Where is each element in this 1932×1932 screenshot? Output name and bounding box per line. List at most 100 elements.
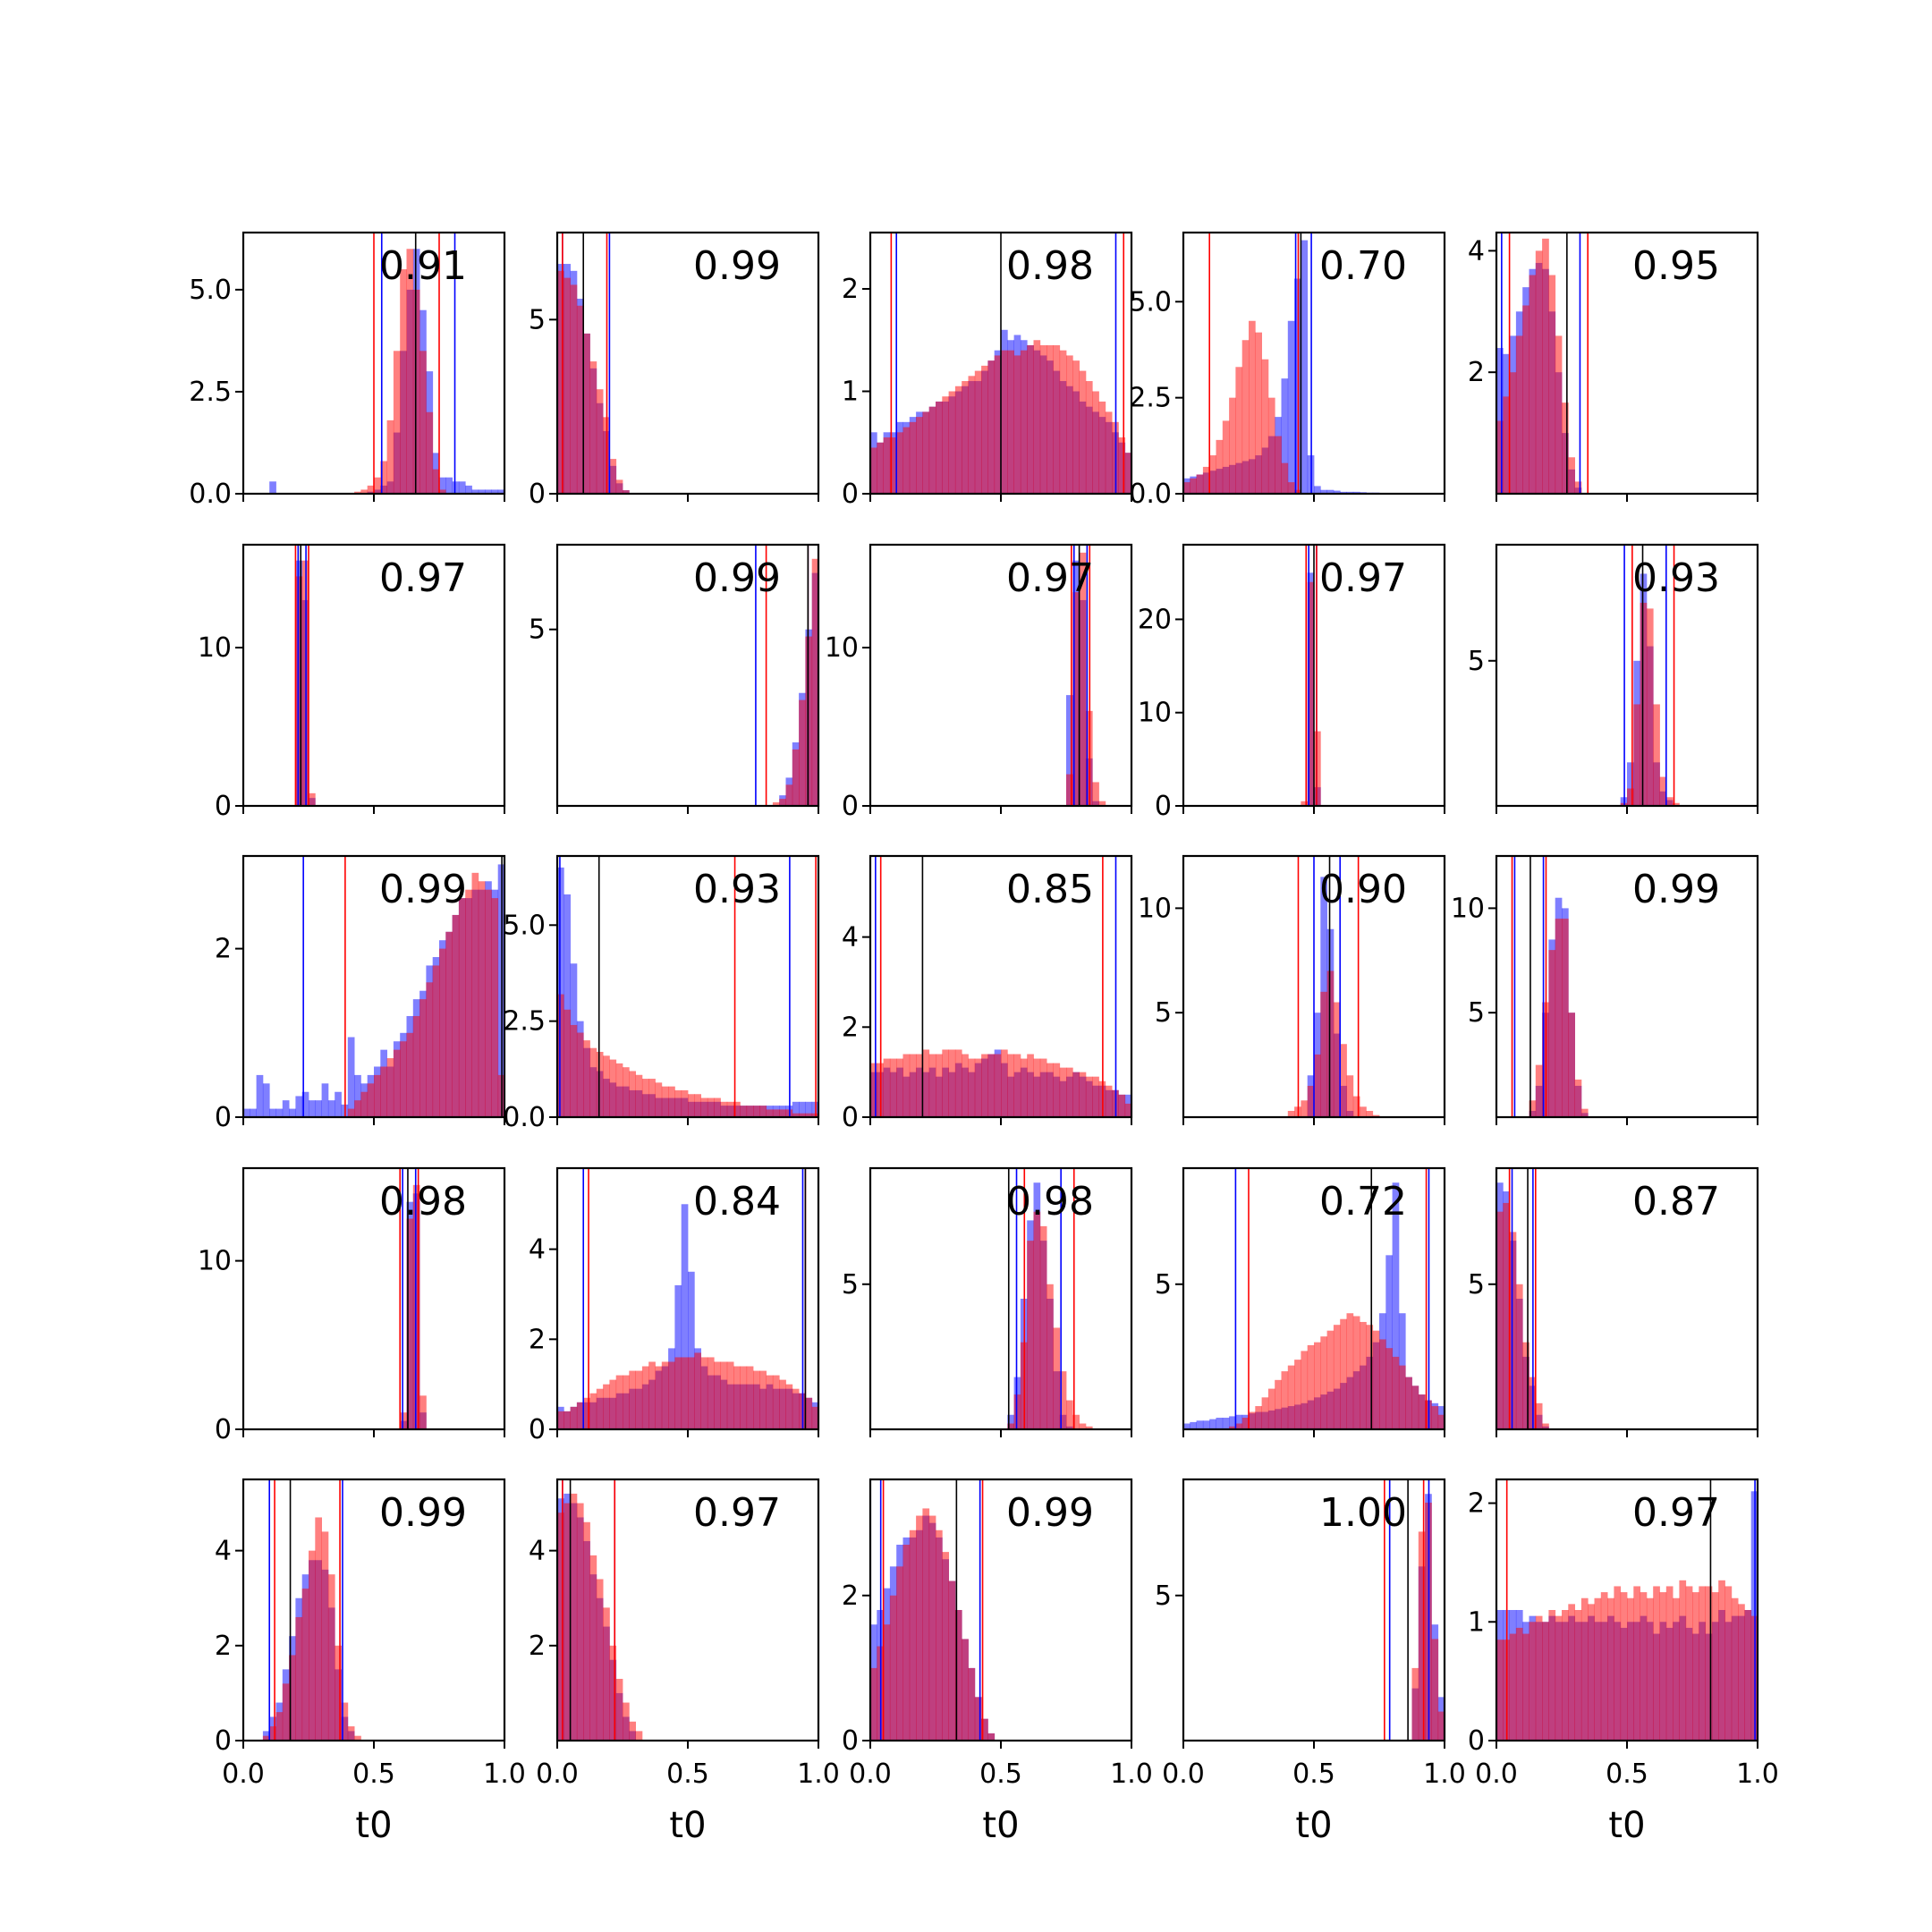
prior-histogram-bar [694, 1094, 701, 1117]
prior-histogram-bar [1027, 344, 1034, 494]
panel-1-4: 0.0 2.5 5.0 0.70 [1129, 231, 1446, 510]
posterior-histogram-bar [1287, 320, 1295, 494]
prior-histogram-bar [1659, 776, 1667, 806]
prior-histogram-bar [759, 1370, 767, 1429]
prior-histogram-bar [615, 1375, 623, 1429]
panel-2-4: 0 10 20 0.97 [1138, 543, 1446, 822]
prior-histogram-bar [766, 1375, 774, 1429]
y-tick-label: 10 [198, 1246, 232, 1277]
prior-histogram-bar [412, 1184, 420, 1429]
y-tick-label: 10 [1138, 893, 1172, 924]
prior-histogram-bar [1007, 1054, 1014, 1117]
prior-histogram-bar [1627, 788, 1634, 806]
prior-histogram-bar [1568, 457, 1575, 494]
prior-histogram-bar [1085, 1076, 1093, 1117]
prior-histogram-bar [596, 1052, 604, 1117]
prior-histogram-bar [870, 447, 877, 494]
y-tick-label: 0 [842, 791, 859, 822]
prior-histogram-bar [1711, 1592, 1719, 1741]
prior-histogram-bar [1241, 1418, 1250, 1429]
prior-histogram-bar [655, 1082, 663, 1117]
y-tick-label: 5 [1468, 646, 1485, 677]
prior-histogram-bar [1241, 340, 1250, 494]
prior-histogram-bar [360, 1091, 369, 1117]
prior-histogram-bar [282, 1683, 290, 1741]
prior-histogram-bar [661, 1086, 669, 1117]
prior-histogram-bar [1066, 774, 1073, 806]
prior-histogram-bar [883, 1624, 891, 1741]
prior-histogram-bar [603, 1384, 610, 1429]
posterior-histogram-bar [1209, 1419, 1216, 1429]
posterior-histogram-bar [1202, 1420, 1210, 1429]
prior-histogram-bar [1548, 275, 1556, 494]
prior-histogram-bar [1580, 1108, 1589, 1117]
prior-histogram-bar [1679, 1580, 1687, 1741]
prior-histogram-bar [400, 1041, 407, 1117]
prior-histogram-bar [759, 1106, 767, 1117]
prior-histogram-bar [1066, 355, 1073, 494]
prior-histogram-bar [1307, 581, 1315, 806]
y-tick-label: 2.5 [189, 377, 232, 408]
x-axis-label: t0 [1608, 1805, 1645, 1846]
prior-histogram-bar [766, 1109, 774, 1117]
prior-histogram-bar [661, 1361, 669, 1429]
prior-histogram-bar [1503, 396, 1510, 494]
posterior-histogram-bar [335, 1091, 342, 1117]
prior-histogram-bar [1529, 1100, 1537, 1117]
y-tick-label: 4 [529, 1234, 546, 1266]
prior-histogram-bar [380, 461, 387, 494]
prior-histogram-bar [1196, 474, 1204, 494]
x-tick-label: 0.0 [1475, 1758, 1518, 1790]
posterior-histogram-bar [557, 867, 564, 1117]
prior-histogram-bar [1673, 802, 1680, 806]
prior-histogram-bar [889, 1595, 897, 1741]
prior-histogram-bar [321, 1531, 329, 1741]
panel-2-2: 50.99 [529, 543, 820, 814]
x-tick-label: 0.5 [1606, 1758, 1648, 1790]
prior-histogram-bar [1594, 1597, 1602, 1741]
prior-histogram-bar [1418, 1394, 1426, 1429]
prior-histogram-bar [1020, 1058, 1028, 1117]
panel-3-5: 5 10 0.99 [1451, 854, 1759, 1125]
posterior-histogram-bar [1066, 695, 1073, 806]
prior-histogram-bar [426, 982, 434, 1117]
prior-histogram-bar [974, 1058, 982, 1117]
posterior-histogram-bar [1190, 1421, 1197, 1429]
prior-histogram-bar [1640, 602, 1648, 806]
posterior-histogram-bar [262, 1083, 270, 1117]
prior-histogram-bar [1405, 1377, 1412, 1429]
prior-histogram-bar [922, 411, 930, 494]
prior-histogram-bar [1535, 250, 1543, 494]
prior-histogram-bar [1118, 437, 1126, 494]
prior-histogram-bar [1287, 1365, 1295, 1429]
prior-histogram-bar [1066, 1400, 1073, 1429]
posterior-histogram-bar [445, 477, 453, 494]
y-tick-label: 2 [215, 934, 232, 965]
correlation-label: 0.99 [693, 243, 781, 289]
prior-histogram-bar [1535, 1064, 1543, 1117]
prior-histogram-bar [1066, 1067, 1073, 1117]
prior-histogram-bar [746, 1106, 754, 1117]
posterior-histogram-bar [1392, 1182, 1400, 1429]
posterior-histogram-bar [1007, 1414, 1014, 1429]
prior-histogram-bar [779, 1109, 786, 1117]
y-tick-label: 0.0 [1129, 479, 1172, 510]
prior-histogram-bar [615, 1678, 623, 1741]
prior-histogram-bar [928, 1054, 936, 1117]
prior-histogram-bar [629, 1721, 636, 1741]
prior-histogram-bar [570, 1493, 578, 1741]
prior-histogram-bar [1267, 1388, 1275, 1429]
prior-histogram-bar [354, 1100, 361, 1117]
prior-histogram-bar [1665, 1586, 1674, 1741]
y-tick-label: 5.0 [503, 910, 546, 941]
prior-histogram-bar [262, 1735, 270, 1741]
panel-1-3: 0 1 2 0.98 [842, 231, 1133, 510]
prior-histogram-bar [1529, 1622, 1537, 1741]
panel-2-3: 0 10 0.97 [825, 543, 1133, 822]
correlation-label: 0.97 [1006, 555, 1094, 601]
prior-histogram-bar [968, 1058, 976, 1117]
prior-histogram-bar [623, 490, 630, 494]
prior-histogram-bar [1496, 420, 1504, 494]
posterior-histogram-bar [1235, 1414, 1243, 1429]
